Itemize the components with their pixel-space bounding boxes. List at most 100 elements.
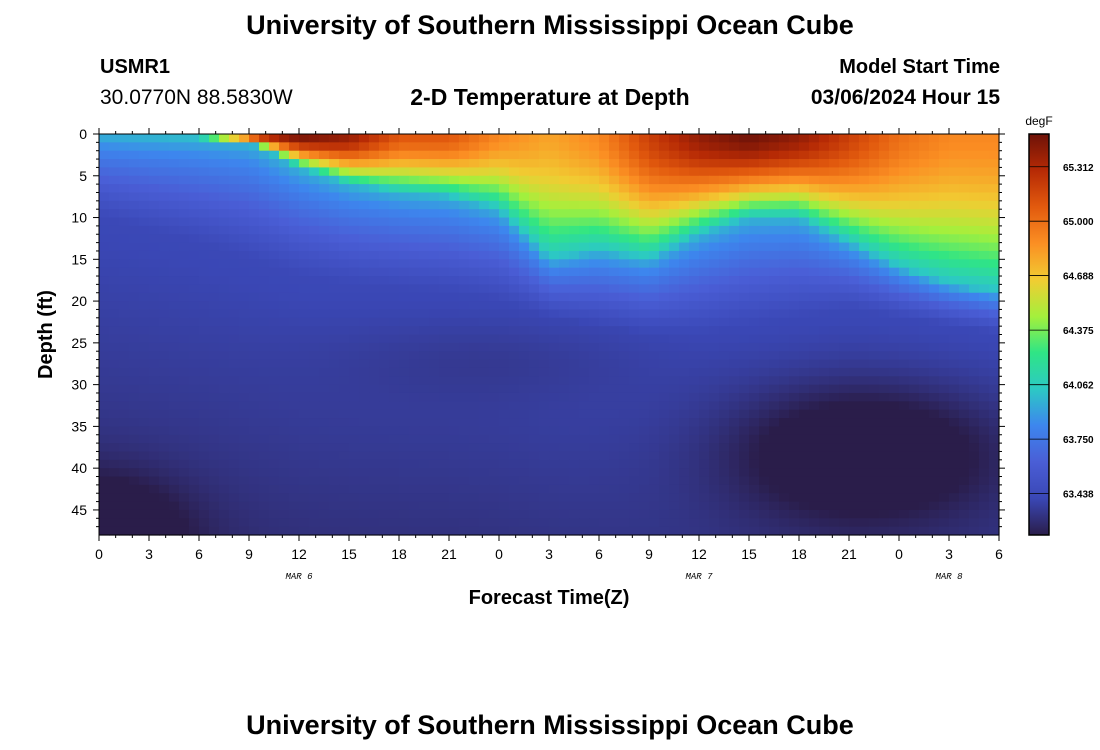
heatmap-cell [869, 276, 880, 285]
heatmap-cell [979, 326, 990, 336]
heatmap-cell [719, 142, 730, 152]
heatmap-cell [729, 367, 740, 377]
heatmap-cell [319, 209, 330, 219]
heatmap-cell [829, 309, 840, 319]
heatmap-cell [499, 150, 510, 160]
heatmap-cell [859, 351, 870, 361]
heatmap-cell [439, 451, 450, 461]
heatmap-cell [719, 326, 730, 336]
heatmap-cell [619, 518, 630, 528]
heatmap-cell [709, 209, 720, 219]
heatmap-cell [789, 451, 800, 461]
heatmap-cell [439, 142, 450, 152]
heatmap-cell [219, 526, 230, 536]
heatmap-cell [559, 159, 570, 169]
heatmap-cell [969, 267, 980, 277]
heatmap-cell [489, 134, 500, 143]
heatmap-cell [899, 276, 910, 285]
heatmap-cell [919, 267, 930, 277]
heatmap-cell [689, 134, 700, 143]
heatmap-cell [549, 526, 560, 536]
heatmap-cell [389, 150, 400, 160]
heatmap-cell [389, 292, 400, 302]
heatmap-cell [509, 384, 520, 394]
heatmap-cell [369, 292, 380, 302]
heatmap-cell [859, 192, 870, 202]
heatmap-cell [649, 159, 660, 169]
heatmap-cell [979, 392, 990, 402]
heatmap-cell [269, 284, 280, 294]
heatmap-cell [219, 217, 230, 227]
heatmap-cell [949, 426, 960, 436]
heatmap-cell [709, 359, 720, 369]
heatmap-cell [699, 292, 710, 302]
heatmap-cell [189, 192, 200, 202]
heatmap-cell [129, 418, 140, 427]
heatmap-cell [439, 426, 450, 436]
heatmap-cell [669, 326, 680, 336]
heatmap-cell [449, 150, 460, 160]
heatmap-cell [309, 451, 320, 461]
heatmap-cell [939, 301, 950, 311]
heatmap-cell [299, 401, 310, 411]
heatmap-cell [489, 200, 500, 210]
heatmap-cell [179, 242, 190, 252]
heatmap-cell [299, 484, 310, 494]
heatmap-cell [649, 376, 660, 386]
heatmap-cell [289, 418, 300, 427]
heatmap-cell [929, 276, 940, 285]
heatmap-cell [559, 292, 570, 302]
heatmap-cell [629, 167, 640, 177]
heatmap-cell [439, 342, 450, 352]
heatmap-cell [869, 192, 880, 202]
heatmap-cell [299, 392, 310, 402]
heatmap-cell [929, 359, 940, 369]
heatmap-cell [939, 342, 950, 352]
heatmap-cell [299, 409, 310, 419]
heatmap-cell [879, 301, 890, 311]
heatmap-cell [809, 334, 820, 344]
heatmap-cell [579, 167, 590, 177]
heatmap-cell [919, 493, 930, 503]
heatmap-cell [249, 301, 260, 311]
heatmap-cell [829, 292, 840, 302]
heatmap-cell [689, 267, 700, 277]
heatmap-cell [659, 526, 670, 536]
heatmap-cell [189, 234, 200, 244]
heatmap-cell [619, 501, 630, 511]
heatmap-cell [219, 134, 230, 143]
heatmap-cell [979, 501, 990, 511]
heatmap-cell [209, 184, 220, 194]
heatmap-cell [779, 192, 790, 202]
heatmap-cell [859, 317, 870, 327]
heatmap-cell [429, 217, 440, 227]
heatmap-cell [389, 250, 400, 260]
heatmap-cell [539, 434, 550, 444]
heatmap-cell [989, 351, 1000, 361]
heatmap-cell [939, 334, 950, 344]
heatmap-cell [439, 526, 450, 536]
heatmap-cell [639, 443, 650, 453]
heatmap-cell [579, 484, 590, 494]
heatmap-cell [679, 284, 690, 294]
heatmap-cell [109, 426, 120, 436]
heatmap-cell [799, 250, 810, 260]
heatmap-cell [119, 426, 130, 436]
heatmap-cell [569, 376, 580, 386]
heatmap-cell [789, 376, 800, 386]
heatmap-cell [139, 142, 150, 152]
heatmap-cell [259, 259, 270, 269]
heatmap-cell [849, 217, 860, 227]
heatmap-cell [529, 459, 540, 469]
heatmap-cell [469, 209, 480, 219]
heatmap-cell [499, 409, 510, 419]
heatmap-cell [359, 468, 370, 478]
heatmap-cell [739, 468, 750, 478]
heatmap-cell [369, 184, 380, 194]
heatmap-cell [279, 443, 290, 453]
heatmap-cell [299, 184, 310, 194]
heatmap-cell [579, 334, 590, 344]
heatmap-cell [329, 518, 340, 528]
heatmap-cell [429, 434, 440, 444]
heatmap-cell [639, 376, 650, 386]
